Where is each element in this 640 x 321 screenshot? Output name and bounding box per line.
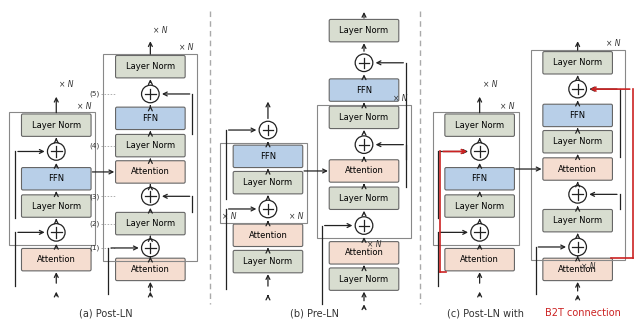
Bar [9, 112, 95, 245]
Text: FFN: FFN [48, 174, 65, 183]
Bar [103, 54, 197, 261]
Text: × N: × N [392, 94, 407, 103]
Text: × N: × N [222, 212, 236, 221]
FancyBboxPatch shape [543, 131, 612, 153]
FancyBboxPatch shape [543, 104, 612, 126]
Bar [317, 105, 411, 238]
Text: (b) Pre-LN: (b) Pre-LN [291, 308, 339, 318]
FancyBboxPatch shape [329, 268, 399, 291]
Text: × N: × N [179, 43, 193, 52]
Text: Attention: Attention [248, 231, 287, 240]
Text: Layer Norm: Layer Norm [553, 216, 602, 225]
FancyBboxPatch shape [445, 168, 515, 190]
Text: FFN: FFN [570, 111, 586, 120]
FancyBboxPatch shape [233, 145, 303, 168]
FancyBboxPatch shape [22, 168, 91, 190]
Text: × N: × N [606, 39, 621, 48]
Text: Layer Norm: Layer Norm [553, 58, 602, 67]
FancyBboxPatch shape [329, 242, 399, 264]
Text: FFN: FFN [260, 152, 276, 161]
Text: × N: × N [367, 240, 381, 249]
FancyBboxPatch shape [329, 160, 399, 182]
Text: (a) Post-LN: (a) Post-LN [79, 308, 133, 318]
Text: Layer Norm: Layer Norm [243, 178, 292, 187]
Text: Attention: Attention [131, 265, 170, 274]
FancyBboxPatch shape [116, 107, 185, 130]
FancyBboxPatch shape [116, 213, 185, 235]
FancyBboxPatch shape [116, 258, 185, 281]
Text: × N: × N [60, 80, 74, 89]
FancyBboxPatch shape [233, 171, 303, 194]
Bar [433, 112, 519, 245]
Bar [531, 50, 625, 260]
Text: Attention: Attention [344, 248, 383, 257]
Text: Layer Norm: Layer Norm [455, 121, 504, 130]
Text: × N: × N [154, 26, 168, 35]
Text: × N: × N [289, 212, 303, 221]
Text: Layer Norm: Layer Norm [339, 113, 388, 122]
Text: Attention: Attention [460, 255, 499, 264]
FancyBboxPatch shape [22, 114, 91, 136]
Text: Attention: Attention [558, 165, 597, 174]
Text: Attention: Attention [37, 255, 76, 264]
FancyBboxPatch shape [22, 195, 91, 217]
Text: FFN: FFN [142, 114, 159, 123]
FancyBboxPatch shape [543, 158, 612, 180]
Text: (1): (1) [89, 245, 99, 251]
Text: FFN: FFN [472, 174, 488, 183]
Text: Layer Norm: Layer Norm [553, 137, 602, 146]
Text: Layer Norm: Layer Norm [126, 62, 175, 71]
Text: × N: × N [77, 101, 92, 110]
Text: B2T connection: B2T connection [545, 308, 621, 318]
Text: × N: × N [500, 101, 515, 110]
Text: Layer Norm: Layer Norm [32, 202, 81, 211]
Text: Layer Norm: Layer Norm [243, 257, 292, 266]
Text: × N: × N [483, 80, 497, 89]
Text: × N: × N [580, 262, 595, 271]
FancyBboxPatch shape [233, 250, 303, 273]
Text: Attention: Attention [131, 168, 170, 177]
FancyBboxPatch shape [116, 161, 185, 183]
FancyBboxPatch shape [543, 210, 612, 232]
FancyBboxPatch shape [445, 248, 515, 271]
Text: Layer Norm: Layer Norm [126, 219, 175, 228]
Text: (2): (2) [89, 220, 99, 227]
FancyBboxPatch shape [22, 248, 91, 271]
Text: (5): (5) [89, 91, 99, 97]
FancyBboxPatch shape [329, 187, 399, 210]
FancyBboxPatch shape [329, 19, 399, 42]
Text: Layer Norm: Layer Norm [339, 194, 388, 203]
FancyBboxPatch shape [543, 258, 612, 281]
FancyBboxPatch shape [329, 106, 399, 129]
Text: Attention: Attention [558, 265, 597, 274]
Text: Attention: Attention [344, 167, 383, 176]
Bar [220, 143, 307, 223]
Text: (c) Post-LN with: (c) Post-LN with [447, 308, 527, 318]
Text: FFN: FFN [356, 86, 372, 95]
Text: (4): (4) [89, 143, 99, 149]
FancyBboxPatch shape [445, 195, 515, 217]
FancyBboxPatch shape [116, 134, 185, 157]
Text: Layer Norm: Layer Norm [32, 121, 81, 130]
Text: Layer Norm: Layer Norm [339, 26, 388, 35]
FancyBboxPatch shape [445, 114, 515, 136]
Text: Layer Norm: Layer Norm [126, 141, 175, 150]
FancyBboxPatch shape [233, 224, 303, 247]
Text: (3): (3) [89, 193, 99, 200]
FancyBboxPatch shape [329, 79, 399, 101]
FancyBboxPatch shape [543, 52, 612, 74]
FancyBboxPatch shape [116, 56, 185, 78]
Text: Layer Norm: Layer Norm [339, 275, 388, 284]
Text: Layer Norm: Layer Norm [455, 202, 504, 211]
